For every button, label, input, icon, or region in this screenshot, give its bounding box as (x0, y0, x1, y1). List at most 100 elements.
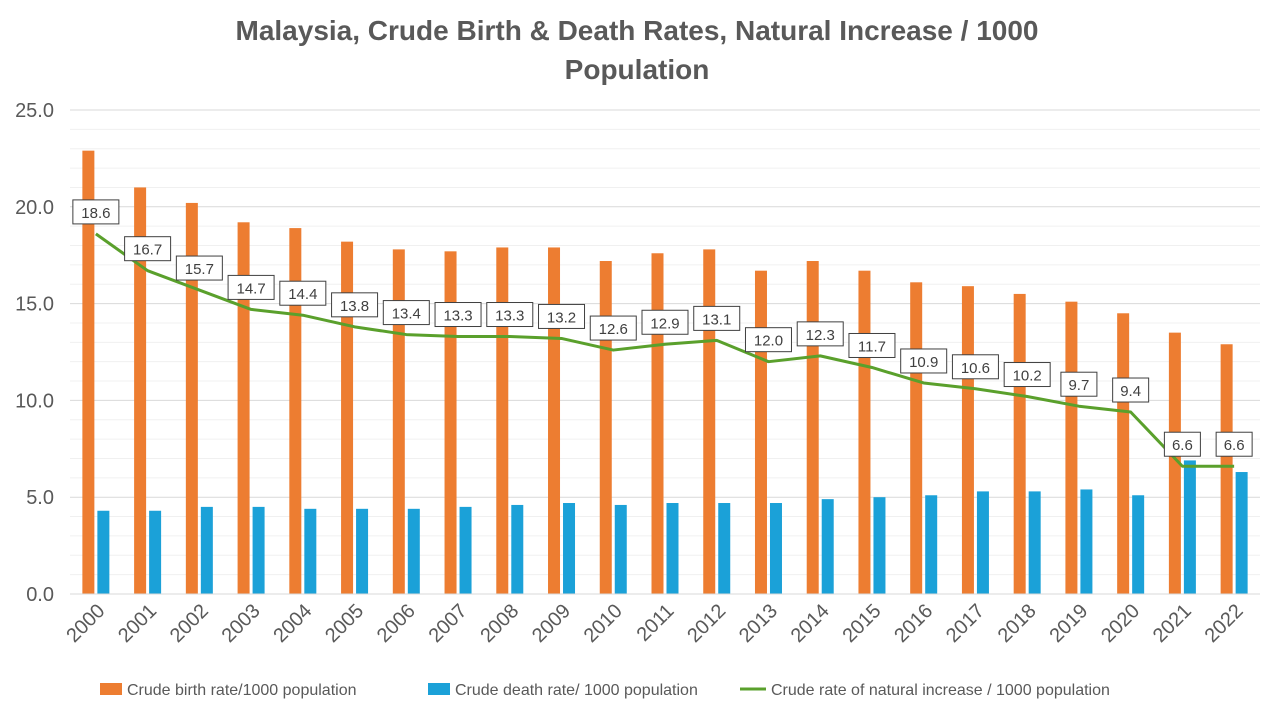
data-label-box (848, 332, 896, 358)
birth-rate-bar (392, 249, 405, 594)
birth-rate-bar (858, 270, 871, 594)
birth-rate-bar (185, 202, 198, 595)
data-label: 11.7 (858, 338, 886, 355)
death-rate-bar (1132, 495, 1145, 594)
data-label-box (331, 292, 379, 318)
birth-rate-bar (1013, 293, 1026, 594)
y-tick-label: 10.0 (15, 390, 54, 412)
birth-rate-bar (651, 253, 664, 595)
data-label: 13.2 (547, 309, 576, 326)
birth-rate-bar (703, 249, 716, 594)
death-rate-bar (925, 495, 938, 594)
chart-title-line2: Population (565, 54, 710, 85)
birth-rate-bar (496, 247, 509, 594)
death-rate-bar (563, 503, 576, 594)
birth-rate-bar (134, 187, 147, 594)
death-rate-bar (459, 506, 472, 594)
data-label-box (279, 280, 327, 306)
data-label-box (1003, 362, 1051, 388)
death-rate-bar (252, 506, 265, 594)
legend: Crude birth rate/1000 population Crude de… (100, 682, 1110, 699)
data-label: 14.4 (288, 286, 317, 303)
death-rate-bar (821, 499, 834, 594)
death-rate-bar (356, 508, 369, 594)
data-label-box (796, 321, 844, 347)
data-label-box (175, 255, 223, 281)
birth-rate-bar (237, 222, 250, 594)
death-rate-bar (1080, 489, 1093, 594)
data-label: 10.9 (909, 354, 938, 371)
death-rate-bar (718, 503, 731, 594)
data-label-box (1163, 431, 1201, 457)
data-label-box (641, 309, 689, 335)
data-label-box (382, 300, 430, 326)
death-rate-bar (976, 491, 989, 594)
data-label-box (227, 274, 275, 300)
death-rate-bar (769, 503, 782, 594)
birth-rate-bar (754, 270, 767, 594)
birth-rate-bar (1065, 301, 1078, 594)
data-label-box (72, 199, 120, 225)
data-label: 13.4 (392, 306, 421, 323)
data-label-box (124, 236, 172, 262)
data-label-box (1215, 431, 1253, 457)
data-label: 9.4 (1120, 383, 1141, 400)
death-rate-bar (614, 504, 627, 594)
data-label: 14.7 (236, 280, 265, 297)
birth-rate-bar (82, 150, 95, 594)
data-label-box (1060, 371, 1098, 397)
death-rate-bar (1183, 460, 1196, 594)
birth-rate-bar (341, 241, 354, 594)
y-tick-label: 25.0 (15, 100, 54, 122)
birth-rate-bar (548, 247, 561, 594)
data-label-box (589, 315, 637, 341)
data-label: 10.6 (961, 360, 990, 377)
death-rate-bar (149, 510, 162, 594)
data-label-box (1112, 377, 1150, 403)
data-label-box (744, 327, 792, 353)
death-rate-bar (304, 508, 317, 594)
death-rate-bar (1235, 472, 1248, 594)
data-label-box (486, 302, 534, 328)
data-label: 12.6 (599, 321, 628, 338)
legend-label: Crude death rate/ 1000 population (455, 682, 698, 699)
birth-rate-bar (1220, 344, 1233, 594)
data-label: 6.6 (1172, 437, 1193, 454)
chart-title-line1: Malaysia, Crude Birth & Death Rates, Nat… (236, 15, 1039, 46)
data-label: 15.7 (185, 261, 214, 278)
data-label-box (434, 302, 482, 328)
data-label: 16.7 (133, 242, 162, 259)
line-series-group: 18.6 16.7 15.7 14.7 14.4 13.8 13.4 13.3 13.3 13.2… (72, 199, 1253, 468)
data-label: 18.6 (81, 205, 110, 222)
data-label: 10.2 (1013, 368, 1042, 385)
data-label: 9.7 (1068, 377, 1089, 394)
y-tick-label: 0.0 (26, 584, 54, 606)
birth-rate-bar (961, 286, 974, 594)
legend-label: Crude rate of natural increase / 1000 po… (771, 682, 1110, 699)
birth-rate-bar (1117, 313, 1130, 594)
birth-rate-bar (806, 261, 819, 594)
data-label: 12.9 (650, 315, 679, 332)
birth-rate-bar (1168, 332, 1181, 594)
data-label: 13.1 (702, 311, 731, 328)
data-label-box (900, 348, 948, 374)
data-label: 6.6 (1224, 437, 1245, 454)
death-rate-bar (511, 504, 524, 594)
natural-increase-line (95, 232, 1235, 468)
legend-swatch (100, 683, 122, 695)
y-axis: 0.0 5.0 10.0 15.0 20.0 25.0 (15, 100, 54, 606)
data-label: 13.8 (340, 298, 369, 315)
birth-rate-bar (289, 228, 302, 594)
y-tick-label: 5.0 (26, 487, 54, 509)
death-rate-bar (1028, 491, 1041, 594)
birth-rate-bar (599, 261, 612, 594)
data-label-box (951, 354, 999, 380)
death-rate-bar (200, 506, 213, 594)
data-label: 12.0 (754, 333, 783, 350)
y-tick-label: 15.0 (15, 294, 54, 316)
legend-swatch (428, 683, 450, 695)
data-label: 13.3 (495, 308, 524, 325)
data-label-box (693, 305, 741, 331)
